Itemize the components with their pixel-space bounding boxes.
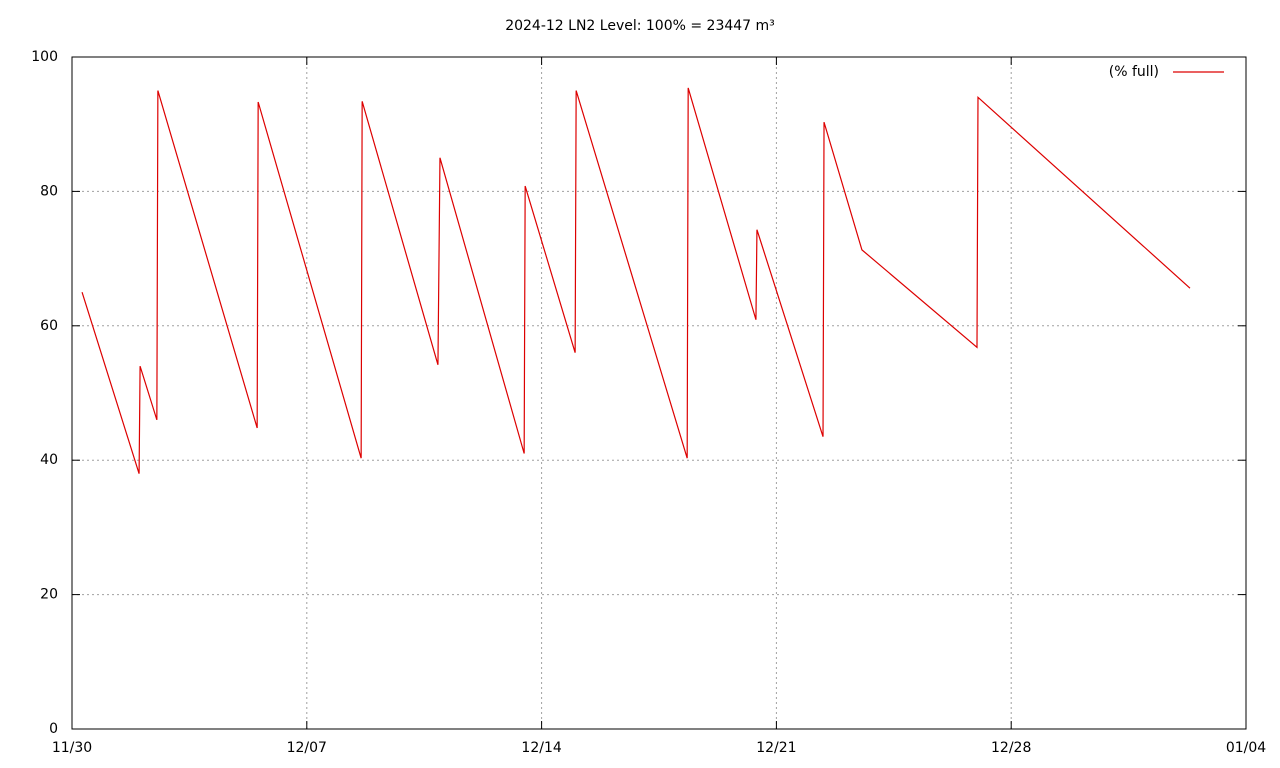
y-tick-label: 20 [40,587,58,603]
x-tick-label: 11/30 [52,740,92,756]
y-tick-label: 80 [40,183,58,199]
y-tick-label: 100 [31,49,58,65]
x-tick-label: 12/21 [756,740,796,756]
chart-title: 2024-12 LN2 Level: 100% = 23447 m³ [505,18,775,34]
x-tick-label: 12/14 [521,740,561,756]
x-tick-label: 12/28 [991,740,1031,756]
y-tick-label: 40 [40,452,58,468]
x-tick-label: 01/04 [1226,740,1266,756]
y-tick-label: 60 [40,318,58,334]
x-tick-label: 12/07 [287,740,327,756]
y-tick-label: 0 [49,721,58,737]
data-line [81,87,1191,474]
legend-label: (% full) [1109,64,1159,80]
plot-border [71,56,1247,730]
